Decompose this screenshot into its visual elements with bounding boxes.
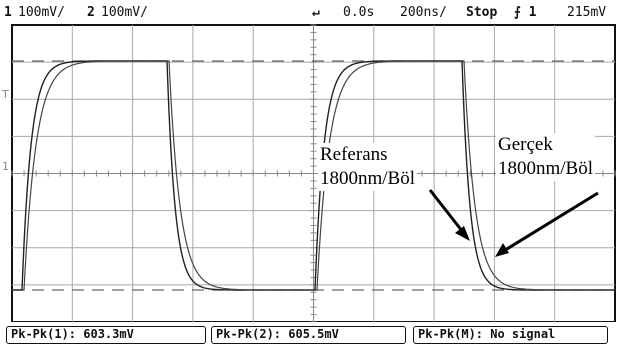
- channel-1-scale: 100mV/: [18, 5, 65, 20]
- reference-annotation-line-2: 1800nm/Böl: [320, 168, 416, 189]
- waveform-display: T 1: [1, 24, 616, 322]
- measurement-ch2[interactable]: Pk-Pk(2): 605.5mV: [211, 326, 406, 344]
- channel-1-label[interactable]: 1: [4, 5, 12, 20]
- reference-arrow: [428, 189, 468, 237]
- trigger-info: ⨍ 1: [514, 5, 537, 20]
- channel-2-label[interactable]: 2: [87, 5, 95, 20]
- reference-annotation: Referans 1800nm/Böl: [318, 143, 418, 191]
- trigger-symbol-icon: ↵: [312, 5, 320, 20]
- trigger-level: 215mV: [567, 5, 607, 20]
- actual-annotation-line-1: Gerçek: [498, 134, 553, 155]
- measurement-math[interactable]: Pk-Pk(M): No signal: [413, 326, 608, 344]
- reference-annotation-line-1: Referans: [320, 144, 388, 165]
- time-delay: 0.0s: [343, 5, 375, 20]
- actual-arrowhead-icon: [495, 243, 509, 257]
- reference-arrowhead-icon: [455, 226, 470, 241]
- trigger-level-marker[interactable]: T: [1, 88, 9, 101]
- measurement-bar: Pk-Pk(1): 603.3mV Pk-Pk(2): 605.5mV Pk-P…: [0, 322, 620, 349]
- actual-trace: [12, 60, 615, 291]
- measurement-ch1[interactable]: Pk-Pk(1): 603.3mV: [6, 326, 206, 344]
- ground-marker[interactable]: 1: [2, 160, 9, 173]
- actual-arrow: [501, 191, 599, 254]
- status-bar: 1 100mV/ 2 100mV/ ↵ 0.0s 200ns/ Stop ⨍ 1…: [0, 0, 620, 26]
- channel-2-scale: 100mV/: [101, 5, 148, 20]
- run-state[interactable]: Stop: [466, 5, 498, 20]
- time-scale: 200ns/: [400, 5, 447, 20]
- actual-annotation-line-2: 1800nm/Böl: [498, 158, 594, 179]
- actual-annotation: Gerçek 1800nm/Böl: [496, 133, 596, 181]
